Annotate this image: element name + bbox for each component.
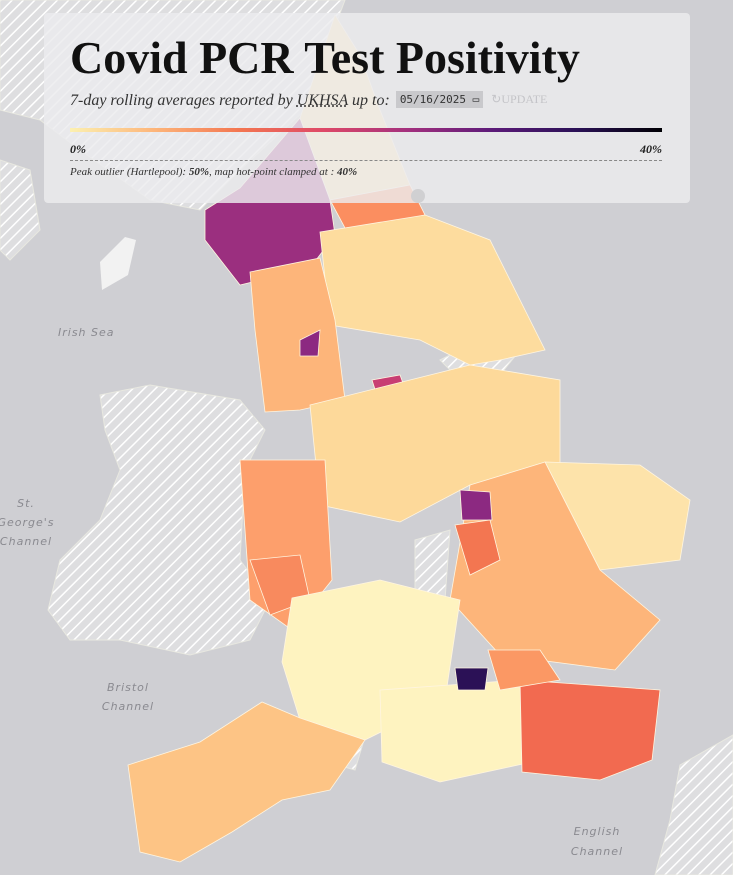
legend-min: 0% [70, 142, 86, 156]
note-clamp: 40% [337, 166, 358, 178]
date-input[interactable]: 05/16/2025 ▭ [395, 91, 484, 108]
color-scale [70, 128, 662, 132]
sea-label: Bristol [107, 681, 149, 694]
sea-label: St. [17, 497, 35, 510]
date-value: 05/16/2025 [399, 93, 467, 106]
subtitle: 7-day rolling averages reported by UKHSA… [70, 91, 547, 110]
subtitle-suffix: up to: [348, 92, 390, 109]
sea-label: Channel [0, 535, 52, 548]
sea-label: English [574, 825, 621, 838]
header-panel: Covid PCR Test Positivity 7-day rolling … [44, 13, 690, 203]
isle-of-man [100, 237, 136, 290]
update-label: UPDATE [501, 92, 548, 106]
sea-label: George's [0, 516, 55, 529]
note-text: Peak outlier (Hartlepool): [70, 166, 189, 178]
note: Peak outlier (Hartlepool): 50%, map hot-… [70, 166, 357, 178]
title: Covid PCR Test Positivity [70, 32, 580, 83]
note-peak: 50% [188, 166, 210, 178]
update-button[interactable]: ↻UPDATE [491, 92, 548, 106]
note-text: , map hot-point clamped at : [209, 166, 338, 178]
subtitle-prefix: 7-day rolling averages reported by [70, 92, 297, 109]
legend-max: 40% [640, 142, 662, 156]
sea-label: Channel [102, 700, 154, 713]
divider [70, 160, 662, 161]
sea-label: Irish Sea [58, 326, 115, 339]
source-link[interactable]: UKHSA [296, 92, 349, 109]
sea-label: Channel [571, 845, 623, 858]
